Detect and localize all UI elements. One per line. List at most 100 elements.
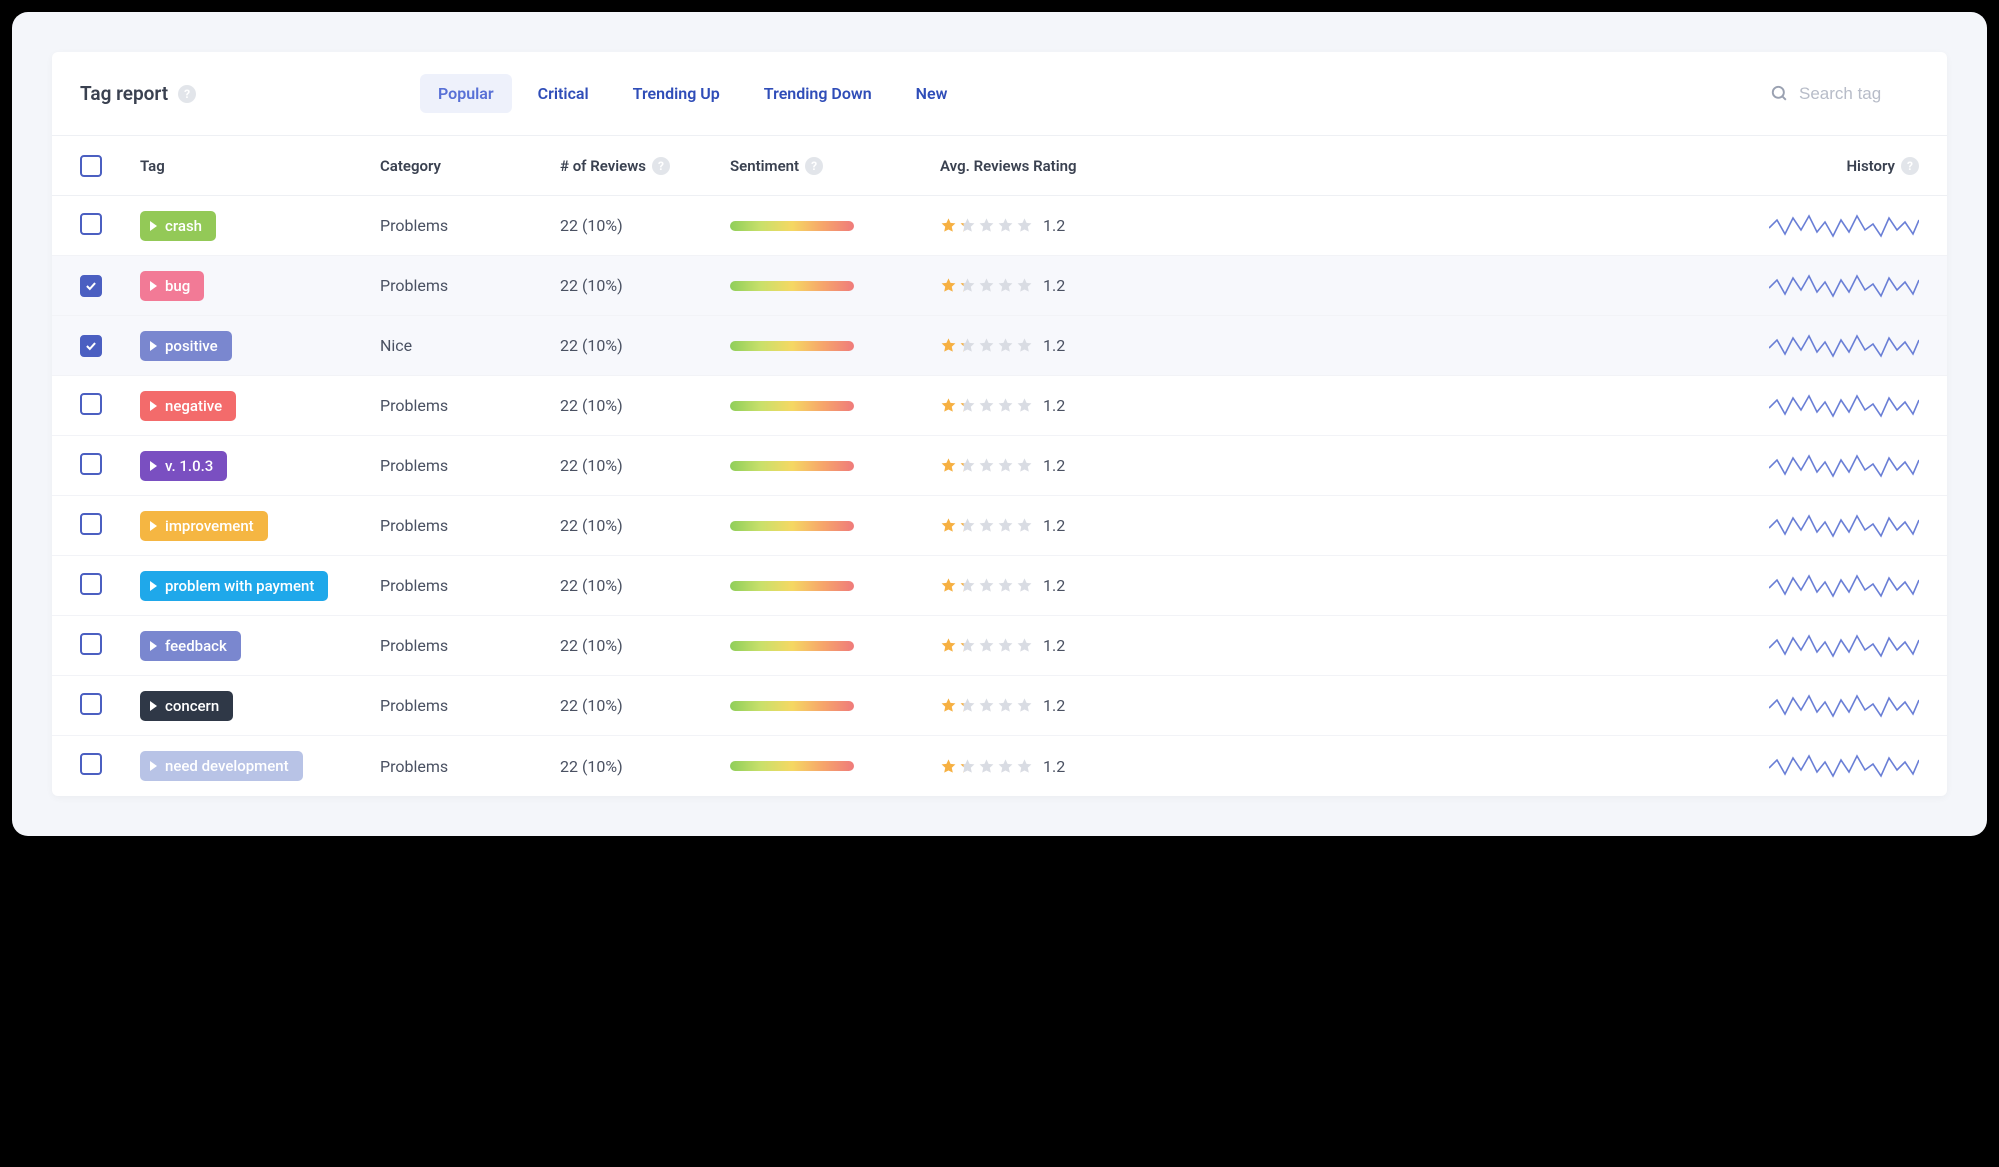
tag-pill[interactable]: crash	[140, 211, 216, 241]
table-row: v. 1.0.3 Problems 22 (10%) 1.2	[52, 436, 1947, 496]
sentiment-bar	[730, 461, 854, 471]
rating-stars	[940, 697, 1033, 714]
tag-table: Tag Category # of Reviews ? Sentiment ? …	[52, 136, 1947, 796]
row-checkbox[interactable]	[80, 633, 102, 655]
tab-trending-down[interactable]: Trending Down	[746, 74, 890, 113]
cell-rating: 1.2	[940, 696, 1170, 715]
row-checkbox[interactable]	[80, 693, 102, 715]
table-header: Tag Category # of Reviews ? Sentiment ? …	[52, 136, 1947, 196]
table-row: bug Problems 22 (10%) 1.2	[52, 256, 1947, 316]
play-icon	[150, 581, 157, 591]
th-reviews-label: # of Reviews	[560, 157, 646, 175]
row-checkbox[interactable]	[80, 393, 102, 415]
tag-pill[interactable]: bug	[140, 271, 204, 301]
tag-pill[interactable]: negative	[140, 391, 236, 421]
rating-stars	[940, 457, 1033, 474]
sentiment-bar	[730, 341, 854, 351]
rating-value: 1.2	[1043, 456, 1065, 475]
help-icon[interactable]: ?	[652, 157, 670, 175]
rating-value: 1.2	[1043, 757, 1065, 776]
rating-stars	[940, 637, 1033, 654]
cell-reviews: 22 (10%)	[560, 456, 730, 475]
help-icon[interactable]: ?	[1901, 157, 1919, 175]
tag-label: need development	[165, 757, 289, 775]
tag-pill[interactable]: positive	[140, 331, 232, 361]
table-row: need development Problems 22 (10%) 1.2	[52, 736, 1947, 796]
rating-stars	[940, 517, 1033, 534]
tab-trending-up[interactable]: Trending Up	[615, 74, 738, 113]
row-checkbox[interactable]	[80, 513, 102, 535]
row-checkbox[interactable]	[80, 213, 102, 235]
row-checkbox[interactable]	[80, 573, 102, 595]
table-row: problem with payment Problems 22 (10%) 1…	[52, 556, 1947, 616]
th-tag[interactable]: Tag	[140, 157, 380, 175]
tag-pill[interactable]: concern	[140, 691, 233, 721]
tag-pill[interactable]: feedback	[140, 631, 241, 661]
cell-reviews: 22 (10%)	[560, 636, 730, 655]
help-icon[interactable]: ?	[805, 157, 823, 175]
tab-new[interactable]: New	[898, 74, 966, 113]
cell-category: Problems	[380, 216, 560, 235]
cell-reviews: 22 (10%)	[560, 696, 730, 715]
cell-category: Problems	[380, 276, 560, 295]
tab-popular[interactable]: Popular	[420, 74, 512, 113]
select-all-checkbox[interactable]	[80, 155, 102, 177]
cell-category: Problems	[380, 576, 560, 595]
play-icon	[150, 521, 157, 531]
row-checkbox[interactable]	[80, 335, 102, 357]
cell-reviews: 22 (10%)	[560, 336, 730, 355]
th-sentiment-label: Sentiment	[730, 157, 799, 175]
tag-label: concern	[165, 697, 219, 715]
cell-reviews: 22 (10%)	[560, 276, 730, 295]
th-sentiment[interactable]: Sentiment ?	[730, 157, 940, 175]
tab-critical[interactable]: Critical	[520, 74, 607, 113]
rating-value: 1.2	[1043, 516, 1065, 535]
cell-history	[1170, 450, 1919, 482]
cell-rating: 1.2	[940, 456, 1170, 475]
cell-reviews: 22 (10%)	[560, 516, 730, 535]
row-checkbox[interactable]	[80, 453, 102, 475]
rating-stars	[940, 277, 1033, 294]
cell-reviews: 22 (10%)	[560, 757, 730, 776]
tag-pill[interactable]: problem with payment	[140, 571, 328, 601]
cell-category: Problems	[380, 456, 560, 475]
cell-rating: 1.2	[940, 336, 1170, 355]
rating-stars	[940, 577, 1033, 594]
sentiment-bar	[730, 761, 854, 771]
tag-pill[interactable]: need development	[140, 751, 303, 781]
table-row: feedback Problems 22 (10%) 1.2	[52, 616, 1947, 676]
tag-report-card: Tag report ? PopularCriticalTrending UpT…	[52, 52, 1947, 796]
row-checkbox[interactable]	[80, 275, 102, 297]
help-icon[interactable]: ?	[178, 85, 196, 103]
sentiment-bar	[730, 281, 854, 291]
tag-label: positive	[165, 337, 218, 355]
cell-rating: 1.2	[940, 276, 1170, 295]
th-category[interactable]: Category	[380, 157, 560, 175]
tag-pill[interactable]: v. 1.0.3	[140, 451, 227, 481]
rating-stars	[940, 217, 1033, 234]
search-icon	[1770, 84, 1789, 103]
play-icon	[150, 641, 157, 651]
search-wrap	[1770, 84, 1919, 104]
th-rating[interactable]: Avg. Reviews Rating	[940, 157, 1170, 175]
tag-label: improvement	[165, 517, 254, 535]
table-row: improvement Problems 22 (10%) 1.2	[52, 496, 1947, 556]
th-history[interactable]: History ?	[1170, 157, 1919, 175]
cell-history	[1170, 390, 1919, 422]
th-reviews[interactable]: # of Reviews ?	[560, 157, 730, 175]
table-body: crash Problems 22 (10%) 1.2	[52, 196, 1947, 796]
play-icon	[150, 701, 157, 711]
tag-pill[interactable]: improvement	[140, 511, 268, 541]
search-input[interactable]	[1799, 84, 1919, 104]
th-select	[80, 155, 140, 177]
row-checkbox[interactable]	[80, 753, 102, 775]
cell-rating: 1.2	[940, 576, 1170, 595]
cell-rating: 1.2	[940, 757, 1170, 776]
cell-history	[1170, 270, 1919, 302]
cell-category: Problems	[380, 757, 560, 776]
tag-label: bug	[165, 277, 190, 295]
rating-value: 1.2	[1043, 276, 1065, 295]
tag-label: problem with payment	[165, 577, 314, 595]
cell-rating: 1.2	[940, 216, 1170, 235]
tag-label: v. 1.0.3	[165, 457, 213, 475]
